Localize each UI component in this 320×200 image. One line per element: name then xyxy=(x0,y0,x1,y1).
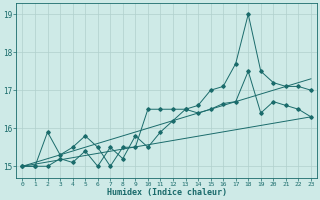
X-axis label: Humidex (Indice chaleur): Humidex (Indice chaleur) xyxy=(107,188,227,197)
